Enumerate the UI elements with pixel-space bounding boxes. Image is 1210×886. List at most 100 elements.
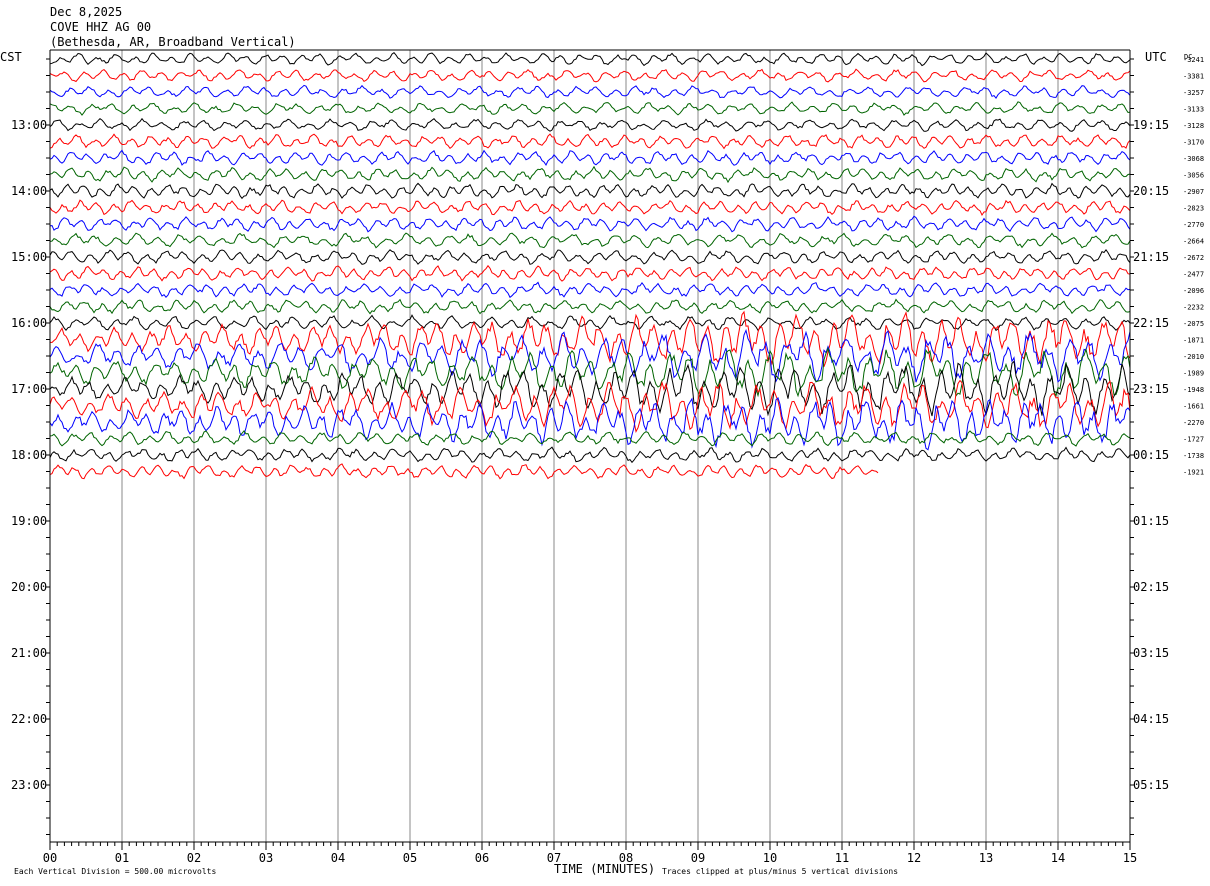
dc-offset-label: -2907 — [1183, 188, 1204, 196]
seismic-trace — [49, 215, 1131, 233]
utc-hour-label: 00:15 — [1133, 448, 1169, 462]
seismic-trace — [49, 314, 1131, 332]
cst-hour-label: 18:00 — [11, 448, 47, 462]
cst-hour-label: 23:00 — [11, 778, 47, 792]
utc-hour-label: 03:15 — [1133, 646, 1169, 660]
seismic-trace — [49, 117, 1131, 132]
utc-label: UTC — [1145, 50, 1167, 64]
dc-offset-label: -2823 — [1183, 205, 1204, 213]
seismic-trace — [49, 68, 1131, 83]
cst-hour-label: 20:00 — [11, 580, 47, 594]
header-location: (Bethesda, AR, Broadband Vertical) — [50, 35, 296, 49]
header-date: Dec 8,2025 — [50, 5, 122, 19]
x-tick-label: 11 — [835, 851, 849, 865]
utc-hour-label: 20:15 — [1133, 184, 1169, 198]
seismic-trace — [49, 264, 1131, 282]
cst-hour-label: 19:00 — [11, 514, 47, 528]
scale-note: Each Vertical Division = 500.00 microvol… — [14, 867, 216, 876]
dc-offset-label: -2664 — [1183, 238, 1204, 246]
dc-offset-label: -2270 — [1183, 419, 1204, 427]
utc-hour-label: 21:15 — [1133, 250, 1169, 264]
seismic-trace — [49, 379, 1131, 433]
cst-hour-label: 21:00 — [11, 646, 47, 660]
dc-offset-label: -3068 — [1183, 155, 1204, 163]
seismic-trace — [49, 199, 1131, 217]
x-tick-label: 13 — [979, 851, 993, 865]
seismic-trace — [49, 328, 1131, 383]
x-tick-label: 12 — [907, 851, 921, 865]
dc-offset-label: -2672 — [1183, 254, 1204, 262]
seismic-trace — [49, 165, 1131, 184]
seismic-trace — [49, 298, 1131, 315]
clip-note: Traces clipped at plus/minus 5 vertical … — [662, 867, 898, 876]
dc-offset-label: -1948 — [1183, 386, 1204, 394]
seismic-trace — [49, 430, 1131, 447]
x-tick-label: 03 — [259, 851, 273, 865]
x-tick-label: 00 — [43, 851, 57, 865]
dc-offset-label: -2075 — [1183, 320, 1204, 328]
dc-label: DC — [1184, 53, 1192, 61]
utc-hour-label: 22:15 — [1133, 316, 1169, 330]
seismic-trace — [49, 346, 1131, 400]
x-tick-label: 15 — [1123, 851, 1137, 865]
utc-hour-label: 02:15 — [1133, 580, 1169, 594]
x-tick-label: 06 — [475, 851, 489, 865]
cst-hour-label: 22:00 — [11, 712, 47, 726]
cst-hour-label: 15:00 — [11, 250, 47, 264]
cst-hour-label: 13:00 — [11, 118, 47, 132]
x-tick-label: 10 — [763, 851, 777, 865]
utc-hour-label: 01:15 — [1133, 514, 1169, 528]
seismic-trace — [49, 133, 1131, 150]
x-tick-labels: 00 01 02 03 04 05 06 07 08 09 10 11 12 13 14 15 — [43, 851, 1137, 865]
dc-offset-label: -1989 — [1183, 370, 1204, 378]
seismic-traces — [49, 52, 1131, 480]
dc-offset-label: -2232 — [1183, 304, 1204, 312]
plot-axes — [46, 49, 1134, 850]
dc-offset-label: -3381 — [1183, 73, 1204, 81]
dc-offset-label: -3241 — [1183, 56, 1204, 64]
dc-offset-label: -1738 — [1183, 452, 1204, 460]
dc-offset-label: -1727 — [1183, 436, 1204, 444]
seismic-trace — [49, 52, 1131, 67]
dc-offset-label: -2010 — [1183, 353, 1204, 361]
seismic-trace — [49, 84, 1131, 99]
x-tick-label: 08 — [619, 851, 633, 865]
dc-offset-label: -3133 — [1183, 106, 1204, 114]
x-tick-label: 07 — [547, 851, 561, 865]
x-axis-label: TIME (MINUTES) — [554, 862, 655, 876]
seismic-trace — [49, 310, 1131, 367]
dc-offset-label: -2477 — [1183, 271, 1204, 279]
utc-hour-label: 05:15 — [1133, 778, 1169, 792]
seismic-trace — [49, 281, 1131, 299]
dc-offset-label: -2096 — [1183, 287, 1204, 295]
dc-offset-label: -3257 — [1183, 89, 1204, 97]
seismic-trace — [49, 446, 1131, 464]
x-tick-label: 14 — [1051, 851, 1065, 865]
seismic-trace — [49, 149, 1131, 167]
x-tick-label: 01 — [115, 851, 129, 865]
dc-offset-label: -1661 — [1183, 403, 1204, 411]
seismic-trace — [49, 232, 1131, 249]
utc-hour-label: 04:15 — [1133, 712, 1169, 726]
header-station: COVE HHZ AG 00 — [50, 20, 151, 34]
dc-offset-label: -1921 — [1183, 469, 1204, 477]
utc-hour-label: 19:15 — [1133, 118, 1169, 132]
dc-offset-label: -3128 — [1183, 122, 1204, 130]
seismic-trace — [49, 101, 1131, 116]
x-tick-label: 04 — [331, 851, 345, 865]
cst-hour-label: 17:00 — [11, 382, 47, 396]
grid-lines — [121, 50, 1059, 842]
dc-offset-label: -1871 — [1183, 337, 1204, 345]
seismic-trace — [49, 360, 1131, 417]
x-tick-label: 09 — [691, 851, 705, 865]
cst-hour-label: 16:00 — [11, 316, 47, 330]
dc-offset-label: -2770 — [1183, 221, 1204, 229]
seismic-trace — [49, 463, 879, 480]
cst-hour-label: 14:00 — [11, 184, 47, 198]
dc-offset-label: -3056 — [1183, 172, 1204, 180]
x-tick-label: 02 — [187, 851, 201, 865]
seismic-trace — [49, 182, 1131, 200]
dc-offset-labels: -3241 -3381 -3257 -3133 -3128 -3170 -3068 -3056… — [1183, 56, 1204, 477]
cst-hour-labels: 13:00 14:00 15:00 16:00 17:00 18:00 19:00 20:00… — [11, 118, 47, 792]
